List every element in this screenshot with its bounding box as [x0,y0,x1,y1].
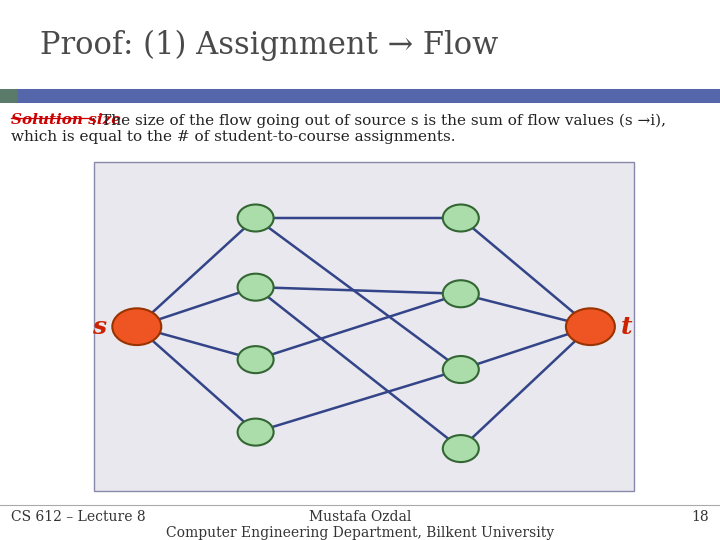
Text: t: t [621,315,632,339]
Text: s: s [92,315,107,339]
Circle shape [443,356,479,383]
Bar [0,89,18,103]
Circle shape [443,280,479,307]
Circle shape [238,418,274,445]
Text: Proof: (1) Assignment → Flow: Proof: (1) Assignment → Flow [40,30,498,61]
Text: which is equal to the # of student-to-course assignments.: which is equal to the # of student-to-co… [11,130,455,144]
Text: 18: 18 [692,510,709,524]
Circle shape [443,205,479,232]
Text: Mustafa Ozdal
Computer Engineering Department, Bilkent University: Mustafa Ozdal Computer Engineering Depar… [166,510,554,540]
Circle shape [238,346,274,373]
Circle shape [238,205,274,232]
Circle shape [238,274,274,301]
Circle shape [443,435,479,462]
Text: Solution size: Solution size [11,113,121,127]
Text: CS 612 – Lecture 8: CS 612 – Lecture 8 [11,510,145,524]
Bar [94,162,634,491]
Text: : The size of the flow going out of source s is the sum of flow values (s →i),: : The size of the flow going out of sour… [91,113,667,128]
Circle shape [566,308,615,345]
Bar [18,89,720,103]
Circle shape [112,308,161,345]
